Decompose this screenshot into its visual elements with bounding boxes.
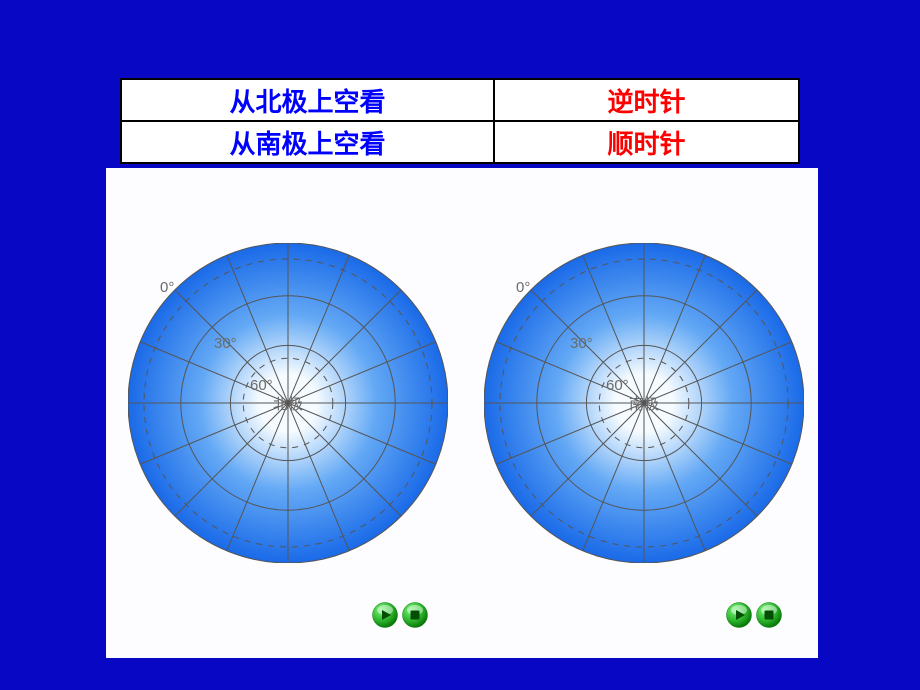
- rotation-direction-table: 从北极上空看 逆时针 从南极上空看 顺时针: [120, 78, 800, 164]
- play-button[interactable]: [372, 602, 398, 628]
- lat-label-30: 30°: [214, 335, 237, 352]
- south-pole-globe: 南极 0° 30° 60°: [484, 243, 804, 563]
- stop-button[interactable]: [402, 602, 428, 628]
- north-pole-row-label: 从北极上空看: [121, 79, 494, 121]
- globe-diagram-panel: 北极 0° 30° 60° 南极 0° 30° 60°: [106, 168, 818, 658]
- north-pole-row-value: 逆时针: [494, 79, 799, 121]
- lat-label-0: 0°: [516, 279, 530, 296]
- lat-label-0: 0°: [160, 279, 174, 296]
- south-pole-globe-svg: 南极: [484, 243, 804, 563]
- svg-text:北极: 北极: [273, 396, 303, 413]
- south-pole-row-value: 顺时针: [494, 121, 799, 163]
- south-pole-controls: [726, 602, 782, 628]
- lat-label-60: 60°: [606, 377, 629, 394]
- stop-button[interactable]: [756, 602, 782, 628]
- play-button[interactable]: [726, 602, 752, 628]
- north-pole-globe: 北极 0° 30° 60°: [128, 243, 448, 563]
- north-pole-globe-svg: 北极: [128, 243, 448, 563]
- svg-text:南极: 南极: [629, 396, 659, 413]
- north-pole-controls: [372, 602, 428, 628]
- south-pole-row-label: 从南极上空看: [121, 121, 494, 163]
- lat-label-30: 30°: [570, 335, 593, 352]
- lat-label-60: 60°: [250, 377, 273, 394]
